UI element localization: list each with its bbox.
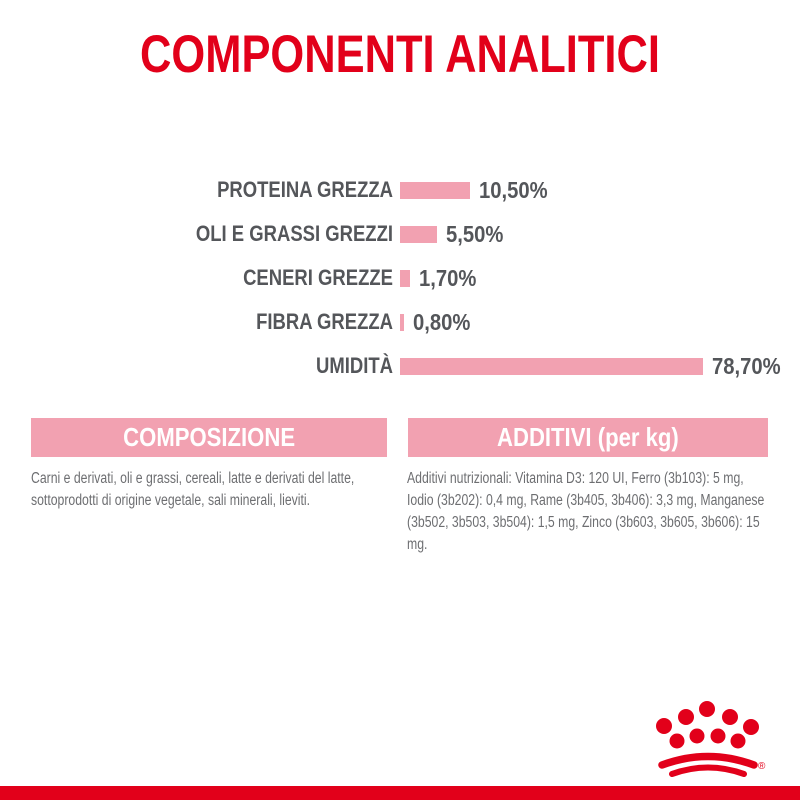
chart-row: FIBRA GREZZA 0,80% [0,300,800,344]
bar-value: 0,80% [413,308,471,335]
registered-mark: ® [758,761,766,772]
bar-label: CENERI GREZZE [243,265,393,290]
chart-row: OLI E GRASSI GREZZI 5,50% [0,212,800,256]
bar-label: PROTEINA GREZZA [217,177,393,202]
composizione-header-label: COMPOSIZIONE [123,422,295,452]
bar [400,357,703,375]
bar [400,269,410,287]
bar [400,181,470,199]
bar-value: 5,50% [446,220,504,247]
composizione-text: Carni e derivati, oli e grassi, cereali,… [31,470,355,509]
bar-value: 1,70% [419,264,477,291]
bar-label: OLI E GRASSI GREZZI [195,221,393,246]
royal-canin-crown-logo: ® [648,688,778,778]
bar [400,313,404,331]
crown-icon: ® [656,701,766,777]
bar-value: 78,70% [712,352,781,379]
chart-row: UMIDITÀ 78,70% [0,344,800,388]
bar-value: 10,50% [479,176,548,203]
page-title: COMPONENTI ANALITICI [140,25,660,84]
bar-label: FIBRA GREZZA [256,309,393,334]
chart-row: CENERI GREZZE 1,70% [0,256,800,300]
additivi-text: Additivi nutrizionali: Vitamina D3: 120 … [407,470,765,553]
additivi-header: ADDITIVI (per kg) [408,418,768,457]
analytical-components-bar-chart: PROTEINA GREZZA 10,50% OLI E GRASSI GREZ… [0,168,800,388]
chart-row: PROTEINA GREZZA 10,50% [0,168,800,212]
bar-label: UMIDITÀ [316,353,393,378]
footer-red-bar [0,786,800,800]
bar [400,225,437,243]
additivi-header-label: ADDITIVI (per kg) [497,422,679,452]
composizione-header: COMPOSIZIONE [31,418,387,457]
